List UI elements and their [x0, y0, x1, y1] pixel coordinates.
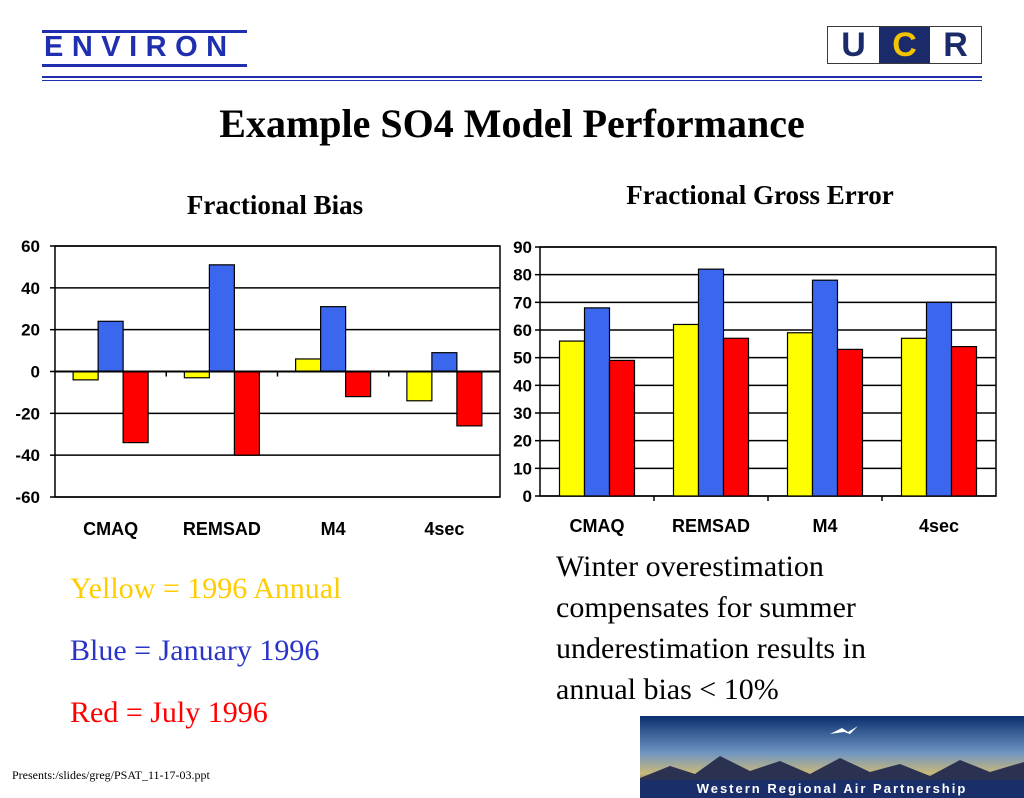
category-label: REMSAD [672, 516, 750, 536]
slide-title: Example SO4 Model Performance [219, 101, 805, 146]
bar [295, 358, 322, 373]
environ-logo-text: ENVIRON [44, 31, 236, 63]
annotation-line: compensates for summer [556, 591, 856, 624]
bar [345, 370, 372, 398]
y-tick-label: 90 [513, 238, 532, 257]
y-tick-label: 80 [513, 266, 532, 285]
ucr-logo: U C R [827, 26, 982, 64]
y-tick-label: 60 [21, 237, 40, 256]
bar [836, 348, 864, 497]
ucr-logo-letter-c: C [879, 26, 930, 64]
chart-title-fractional-gross-error: Fractional Gross Error [626, 180, 894, 210]
bar [811, 279, 839, 497]
ucr-logo-letter-r: R [943, 25, 968, 64]
y-tick-label: 10 [513, 459, 532, 478]
legend-blue: Blue = January 1996 [70, 634, 320, 667]
bar [950, 346, 978, 497]
y-tick-label: 20 [513, 432, 532, 451]
y-tick-label: -20 [15, 404, 40, 423]
legend-red: Red = July 1996 [70, 696, 268, 729]
y-tick-label: 50 [513, 349, 532, 368]
category-label: CMAQ [83, 519, 138, 539]
category-label: 4sec [424, 519, 464, 539]
category-label: M4 [321, 519, 346, 539]
logo-bottom-rule [42, 64, 247, 67]
bar [900, 337, 928, 497]
y-tick-label: 30 [513, 404, 532, 423]
bar [208, 264, 235, 373]
y-tick-label: 20 [21, 321, 40, 340]
y-tick-label: 40 [513, 376, 532, 395]
bar [786, 332, 814, 497]
y-tick-label: 0 [523, 487, 532, 506]
wrap-banner-graphic [640, 716, 1024, 798]
footer-path: Presents:/slides/greg/PSAT_11-17-03.ppt [12, 768, 210, 782]
ucr-logo-letter-u: U [841, 25, 866, 64]
logo-top-rule [42, 30, 247, 33]
wrap-banner-label: Western Regional Air Partnership [696, 781, 968, 796]
bar [320, 306, 347, 373]
environ-logo: ENVIRON [42, 30, 247, 72]
category-label: 4sec [919, 516, 959, 536]
y-tick-label: 0 [31, 363, 40, 382]
y-tick-label: 60 [513, 321, 532, 340]
bar [406, 370, 433, 402]
y-tick-label: -40 [15, 446, 40, 465]
bar [72, 370, 99, 381]
bar [925, 301, 953, 497]
chart-title-fractional-bias: Fractional Bias [186, 190, 364, 220]
wrap-banner: Western Regional Air Partnership [640, 716, 1024, 798]
bar [697, 268, 725, 497]
bar [456, 370, 483, 427]
bar [431, 352, 458, 373]
category-label: REMSAD [183, 519, 261, 539]
legend-yellow: Yellow = 1996 Annual [70, 572, 342, 605]
category-label: CMAQ [570, 516, 625, 536]
bar [722, 337, 750, 497]
bar [558, 340, 586, 497]
y-tick-label: -60 [15, 488, 40, 507]
annotation-line: Winter overestimation [556, 550, 824, 583]
bar [233, 370, 260, 456]
bar [97, 320, 124, 373]
header-rule-bottom [42, 80, 982, 81]
category-label: M4 [812, 516, 837, 536]
annotation-text: Winter overestimation compensates for su… [556, 546, 976, 710]
y-tick-label: 40 [21, 279, 40, 298]
bar [672, 323, 700, 497]
bar [608, 359, 636, 497]
annotation-line: annual bias < 10% [556, 673, 779, 706]
annotation-line: underestimation results in [556, 632, 866, 665]
bar [583, 307, 611, 497]
header-rule-top [42, 76, 982, 78]
y-tick-label: 70 [513, 293, 532, 312]
bar [122, 370, 149, 444]
